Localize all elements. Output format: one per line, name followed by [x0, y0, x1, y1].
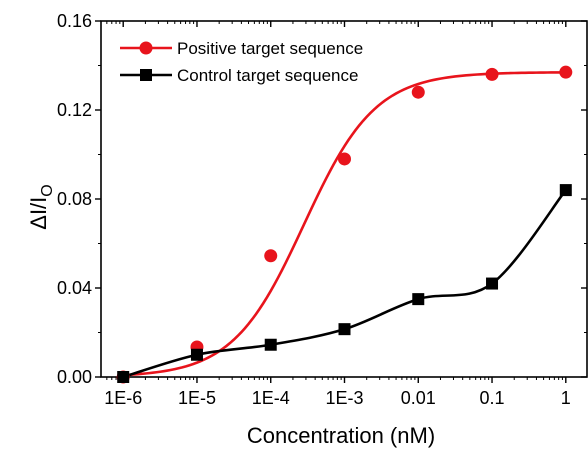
legend-control-marker: [140, 69, 152, 81]
control-data-point: [486, 277, 499, 290]
x-tick-label: 1E-3: [325, 388, 363, 408]
control-data-point: [338, 323, 351, 336]
control-series-curve: [122, 189, 567, 379]
control-data-point: [190, 348, 203, 361]
positive-data-point: [264, 249, 278, 263]
positive-data-point: [485, 67, 499, 81]
control-data-point: [117, 371, 130, 383]
positive-data-point: [559, 65, 573, 79]
control-data-point: [412, 293, 425, 306]
x-tick-label: 1E-6: [104, 388, 142, 408]
y-tick-label: 0.04: [57, 278, 92, 298]
positive-data-point: [338, 152, 351, 166]
svg-text:ΔI/IO: ΔI/IO: [26, 184, 56, 230]
legend-positive-label: Positive target sequence: [177, 39, 363, 58]
y-axis-title-subscript: O: [39, 184, 56, 196]
y-axis-title-main: ΔI/I: [26, 197, 51, 230]
y-tick-label: 0.08: [57, 189, 92, 209]
y-tick-label: 0.12: [57, 100, 92, 120]
legend-control-label: Control target sequence: [177, 66, 358, 85]
legend-positive-marker: [139, 41, 153, 55]
control-data-point: [264, 338, 277, 351]
x-tick-label: 0.1: [480, 388, 505, 408]
x-tick-label: 0.01: [401, 388, 436, 408]
y-tick-label: 0.00: [57, 367, 92, 387]
x-tick-label: 1E-5: [178, 388, 216, 408]
x-axis-title: Concentration (nM): [247, 423, 435, 448]
y-tick-label: 0.16: [57, 11, 92, 31]
legend: Positive target sequence Control target s…: [120, 39, 363, 85]
y-axis-title: ΔI/IO: [26, 184, 56, 230]
x-tick-label: 1: [561, 388, 571, 408]
axes: [95, 20, 588, 383]
x-tick-label: 1E-4: [252, 388, 290, 408]
data-markers: [116, 65, 573, 384]
tick-labels: 1E-6 1E-5 1E-4 1E-3 0.01 0.1 1 0.00 0.04 0.08 0.12…: [57, 11, 571, 408]
positive-data-point: [411, 85, 425, 99]
control-data-point: [559, 184, 572, 197]
